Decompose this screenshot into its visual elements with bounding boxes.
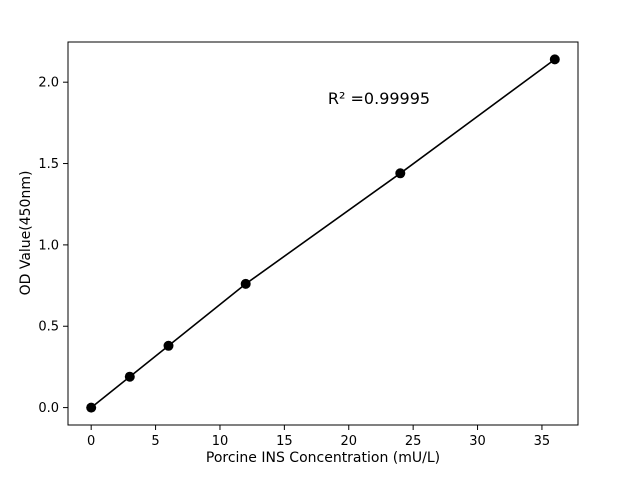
x-tick-label: 25: [405, 434, 422, 449]
data-point: [240, 278, 251, 289]
data-point: [395, 168, 406, 179]
y-tick-label: 0.0: [38, 401, 59, 416]
data-point: [86, 402, 97, 413]
fit-line: [90, 58, 556, 409]
x-tick-label: 10: [212, 434, 229, 449]
data-point: [549, 54, 560, 65]
r-squared-annotation: R² =0.99995: [328, 89, 430, 108]
x-tick-label: 35: [534, 434, 551, 449]
x-tick-label: 5: [151, 434, 159, 449]
x-tick-label: 20: [340, 434, 357, 449]
x-axis-label: Porcine INS Concentration (mU/L): [206, 450, 440, 466]
data-point: [163, 340, 174, 351]
y-axis-label: OD Value(450nm): [18, 171, 34, 296]
data-point: [124, 371, 135, 382]
y-tick-label: 2.0: [38, 76, 59, 91]
y-tick-label: 0.5: [38, 320, 59, 335]
y-tick-label: 1.5: [38, 157, 59, 172]
x-tick-label: 15: [276, 434, 293, 449]
plot-area: 0 5 10 15 20 25 30 35 0.0 0.5 1.0 1.5 2.0: [38, 41, 579, 449]
x-tick-label: 30: [469, 434, 486, 449]
y-tick-label: 1.0: [38, 238, 59, 253]
x-tick-label: 0: [87, 434, 95, 449]
